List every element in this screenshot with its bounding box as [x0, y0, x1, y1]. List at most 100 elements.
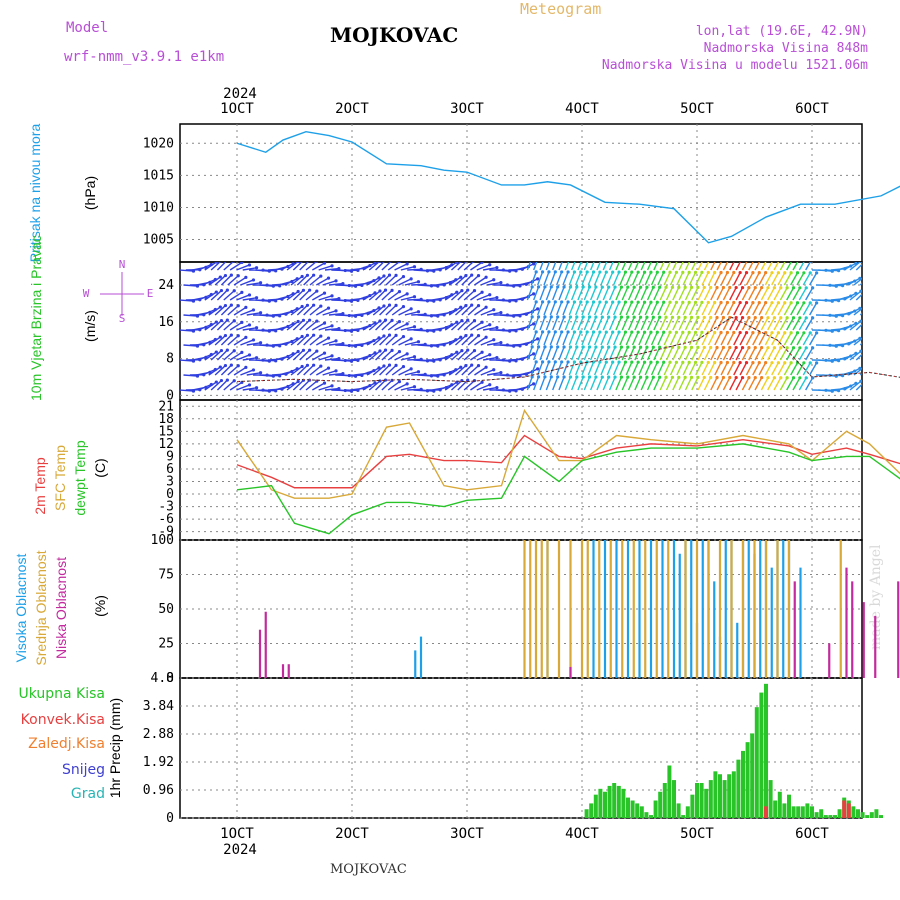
wind-arrow-head [617, 330, 621, 334]
wind-arrow [442, 309, 457, 316]
wind-arrow-head [721, 375, 726, 380]
wind-arrow-head [232, 349, 236, 353]
wind-arrow-head [579, 270, 583, 274]
wind-arrow [792, 287, 801, 301]
wind-arrow-head [674, 330, 679, 334]
wind-arrow [290, 305, 303, 316]
wind-arrow-head [326, 336, 331, 340]
wind-arrow-head [670, 315, 675, 319]
wind-arrow-head [397, 320, 402, 324]
wind-arrow [875, 353, 887, 360]
wind-arrow [722, 287, 731, 301]
wind-arrow [710, 377, 718, 391]
wind-arrow-head [530, 345, 534, 349]
wind-arrow [482, 326, 498, 331]
wind-arrow-head [218, 275, 222, 279]
wind-arrow [754, 347, 763, 361]
wind-arrow-head [543, 315, 547, 319]
wind-arrow-head [674, 360, 679, 364]
wind-arrow [869, 351, 880, 360]
wind-arrow [710, 317, 718, 331]
wind-arrow-head [459, 275, 463, 279]
wind-arrow [688, 302, 697, 316]
wind-arrow [394, 383, 408, 391]
wind-arrow-head [569, 255, 572, 258]
wind-arrow-head [296, 379, 300, 384]
wind-arrow [482, 266, 498, 271]
wind-arrow-head [308, 288, 312, 292]
wind-arrow [328, 342, 343, 346]
wind-arrow-head [322, 381, 327, 385]
wind-arrow [665, 262, 672, 271]
wind-arrow [324, 327, 339, 331]
precip-bar [777, 791, 782, 818]
wind-arrow [564, 346, 572, 361]
wind-arrow-head [693, 360, 698, 364]
wind-arrow-head [220, 262, 223, 263]
precip-bar [773, 800, 778, 818]
wind-arrow-head [540, 360, 545, 364]
wind-arrow [467, 275, 479, 286]
wind-arrow [596, 376, 603, 391]
wind-arrow [714, 302, 722, 316]
wind-arrow-head [734, 345, 738, 350]
wind-arrow-head [684, 256, 687, 259]
wind-arrow [634, 262, 640, 271]
wind-arrow [638, 361, 646, 376]
wind-arrow-head [700, 300, 704, 304]
wind-arrow [646, 262, 652, 271]
wind-arrow [809, 302, 818, 316]
wind-arrow [360, 279, 375, 286]
wind-arrow-head [706, 300, 710, 305]
wind-arrow [659, 286, 667, 301]
wind-arrow [322, 310, 337, 316]
wind-arrow-head [600, 285, 604, 289]
wind-arrow-head [254, 386, 259, 390]
wind-arrow [767, 262, 773, 271]
wind-arrow-head [254, 326, 259, 330]
wind-arrow-head [572, 300, 577, 304]
wind-arrow [638, 301, 646, 316]
wind-arrow [602, 376, 610, 391]
precip-bar [869, 812, 874, 818]
wind-arrow [470, 321, 483, 331]
wind-arrow [663, 301, 671, 316]
precip-bar [837, 809, 842, 818]
wind-arrow [703, 347, 712, 361]
wind-arrow-head [581, 345, 585, 349]
wind-arrow-head [783, 271, 787, 275]
wind-arrow [631, 331, 639, 346]
wind-arrow-head [715, 375, 719, 380]
legend-snow: Snijeg [61, 762, 105, 778]
wind-arrow-head [804, 316, 808, 320]
wind-arrow [619, 361, 627, 376]
y-tick-label: 1.92 [143, 755, 174, 770]
wind-arrow-head [776, 271, 780, 275]
y-tick-label: 1015 [143, 168, 174, 183]
wind-arrow-head [760, 286, 764, 290]
wind-arrow-head [240, 290, 244, 295]
wind-arrow-head [772, 286, 776, 290]
wind-arrow-head [383, 318, 388, 322]
wind-arrow [621, 346, 629, 361]
wind-arrow-head [232, 289, 236, 293]
wind-arrow-head [219, 288, 224, 293]
wind-arrow [470, 381, 483, 391]
wind-arrow-head [869, 364, 872, 367]
wind-arrow-head [470, 303, 474, 307]
wind-arrow-head [670, 285, 675, 289]
wind-arrow-head [334, 369, 338, 373]
precip-bar [708, 780, 713, 818]
wind-arrow-head [696, 315, 700, 319]
y-tick-label: 24 [158, 278, 174, 293]
wind-arrow-head [301, 348, 306, 352]
wind-arrow-head [658, 315, 662, 319]
wind-arrow-head [607, 285, 611, 289]
precip-bar [630, 800, 635, 818]
wind-arrow-head [553, 270, 557, 274]
temp-line-sfc-temp [236, 408, 900, 499]
wind-arrow-head [575, 285, 579, 289]
wind-arrow [879, 338, 891, 345]
wind-arrow [216, 379, 228, 391]
wind-arrow-head [804, 346, 808, 350]
